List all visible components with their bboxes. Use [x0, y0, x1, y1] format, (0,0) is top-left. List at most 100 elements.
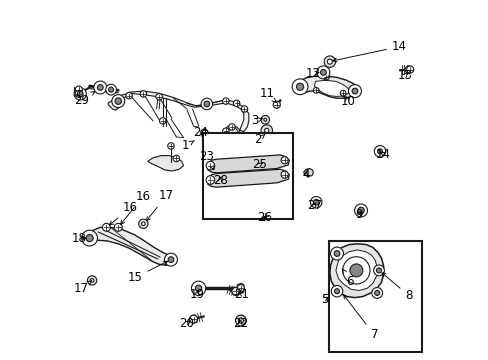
Circle shape — [159, 118, 165, 124]
Circle shape — [201, 98, 212, 110]
Text: 13: 13 — [397, 69, 412, 82]
Circle shape — [90, 279, 94, 282]
Text: 20: 20 — [179, 317, 193, 330]
Circle shape — [261, 212, 269, 220]
Circle shape — [231, 288, 239, 296]
Text: 10: 10 — [340, 95, 354, 108]
Text: 26: 26 — [256, 211, 271, 224]
Circle shape — [102, 224, 110, 231]
Text: 6: 6 — [342, 269, 353, 288]
Circle shape — [87, 276, 97, 285]
Circle shape — [354, 204, 367, 217]
Circle shape — [228, 124, 235, 130]
Circle shape — [125, 93, 132, 99]
Circle shape — [334, 289, 339, 294]
Text: 22: 22 — [232, 317, 247, 330]
Circle shape — [227, 134, 234, 141]
Circle shape — [281, 157, 287, 164]
Text: 4: 4 — [302, 168, 309, 181]
Circle shape — [310, 197, 321, 208]
Text: 23: 23 — [199, 150, 214, 170]
Circle shape — [236, 315, 245, 324]
Circle shape — [313, 87, 319, 93]
Text: 24: 24 — [193, 126, 208, 139]
Polygon shape — [314, 80, 348, 96]
Text: 21: 21 — [234, 288, 248, 301]
Polygon shape — [227, 127, 238, 139]
Text: 1: 1 — [181, 139, 194, 152]
Circle shape — [222, 128, 228, 134]
Circle shape — [75, 86, 82, 93]
Text: 27: 27 — [306, 199, 321, 212]
Polygon shape — [297, 76, 356, 98]
Circle shape — [191, 281, 205, 296]
Circle shape — [86, 234, 93, 242]
Polygon shape — [87, 227, 173, 265]
Circle shape — [376, 268, 381, 273]
Circle shape — [139, 219, 148, 228]
Circle shape — [231, 288, 239, 295]
Circle shape — [292, 79, 307, 95]
Circle shape — [349, 264, 362, 277]
Text: 3: 3 — [251, 114, 262, 127]
Circle shape — [168, 257, 174, 262]
Circle shape — [264, 129, 268, 133]
Circle shape — [189, 315, 197, 323]
Text: 19: 19 — [189, 288, 204, 301]
Polygon shape — [121, 91, 248, 145]
Circle shape — [261, 116, 269, 124]
Text: 11: 11 — [259, 87, 276, 103]
Text: 28: 28 — [212, 174, 227, 186]
Polygon shape — [147, 156, 183, 171]
Text: 14: 14 — [375, 148, 390, 161]
Circle shape — [323, 73, 329, 80]
Circle shape — [330, 247, 343, 260]
Text: 2: 2 — [254, 133, 264, 146]
Polygon shape — [108, 95, 121, 110]
Circle shape — [74, 88, 86, 100]
Polygon shape — [207, 155, 289, 173]
Polygon shape — [207, 169, 289, 187]
Circle shape — [167, 143, 174, 149]
Circle shape — [296, 83, 303, 90]
Circle shape — [281, 171, 287, 178]
Circle shape — [357, 207, 364, 214]
Text: 9: 9 — [355, 208, 362, 221]
Circle shape — [320, 69, 325, 75]
Circle shape — [340, 90, 346, 96]
Circle shape — [206, 161, 214, 170]
Circle shape — [105, 84, 116, 95]
Circle shape — [313, 199, 319, 205]
Text: 14: 14 — [332, 40, 406, 62]
Circle shape — [333, 251, 339, 256]
Circle shape — [259, 159, 266, 167]
Circle shape — [77, 91, 83, 97]
Circle shape — [235, 315, 246, 326]
Polygon shape — [329, 244, 383, 298]
Circle shape — [273, 101, 280, 108]
Circle shape — [142, 222, 145, 226]
Text: 16: 16 — [121, 190, 151, 224]
Circle shape — [114, 224, 122, 231]
Circle shape — [406, 66, 413, 73]
Text: 25: 25 — [252, 158, 266, 171]
Circle shape — [405, 66, 411, 73]
Text: 17: 17 — [146, 189, 173, 221]
Bar — [328, 241, 421, 352]
Circle shape — [206, 176, 214, 184]
Circle shape — [348, 85, 361, 98]
Circle shape — [173, 155, 179, 162]
Circle shape — [115, 98, 121, 104]
Circle shape — [108, 87, 113, 92]
Circle shape — [373, 265, 384, 276]
Circle shape — [81, 230, 97, 246]
Circle shape — [164, 253, 177, 266]
Text: 17: 17 — [74, 281, 91, 295]
Circle shape — [241, 106, 247, 112]
Circle shape — [156, 94, 162, 100]
Circle shape — [233, 100, 239, 107]
Text: 7: 7 — [343, 295, 377, 341]
Circle shape — [112, 95, 124, 108]
Circle shape — [201, 129, 207, 136]
Circle shape — [75, 90, 82, 98]
